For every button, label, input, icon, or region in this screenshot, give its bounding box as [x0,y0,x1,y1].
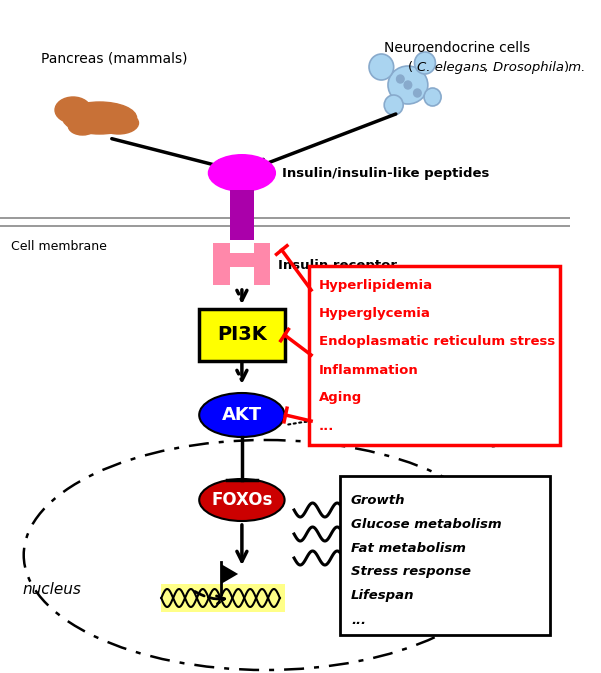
Text: Neuroendocrine cells: Neuroendocrine cells [384,41,530,55]
Text: Inflammation: Inflammation [319,363,418,376]
FancyBboxPatch shape [213,253,270,267]
Ellipse shape [99,112,138,134]
Text: Stress response: Stress response [351,565,471,579]
Circle shape [404,81,412,89]
Text: nucleus: nucleus [23,583,82,598]
Ellipse shape [369,54,394,80]
Ellipse shape [199,393,285,437]
Text: ...: ... [319,419,334,433]
Text: RNA: RNA [343,513,367,523]
Text: (: ( [408,61,413,75]
FancyBboxPatch shape [310,266,560,445]
Text: Hyperglycemia: Hyperglycemia [319,308,430,320]
Text: Hyperlipidemia: Hyperlipidemia [319,279,433,293]
Ellipse shape [199,479,285,521]
Text: Glucose metabolism: Glucose metabolism [351,518,502,530]
Text: Fat metabolism: Fat metabolism [351,542,466,555]
FancyBboxPatch shape [340,476,550,635]
FancyBboxPatch shape [199,309,285,361]
Text: ,: , [484,61,492,75]
Text: Drosophila m.: Drosophila m. [493,61,585,75]
FancyBboxPatch shape [254,243,270,285]
Text: PI3K: PI3K [217,326,267,345]
Text: Growth: Growth [351,493,406,507]
Text: Cell membrane: Cell membrane [11,240,107,253]
Ellipse shape [69,117,97,135]
Ellipse shape [424,88,441,106]
Text: AKT: AKT [222,406,262,424]
Text: Endoplasmatic reticulum stress: Endoplasmatic reticulum stress [319,336,555,349]
Text: ...: ... [351,614,366,627]
Text: Insulin receptor: Insulin receptor [278,258,397,271]
Text: Pancreas (mammals): Pancreas (mammals) [41,51,187,65]
Text: Lifespan: Lifespan [351,590,415,602]
Circle shape [413,89,421,97]
Ellipse shape [63,102,136,134]
Ellipse shape [23,440,507,670]
Text: ): ) [564,61,570,75]
Polygon shape [221,564,238,584]
Text: FOXOs: FOXOs [211,491,273,509]
Text: Insulin/insulin-like peptides: Insulin/insulin-like peptides [282,166,489,180]
Circle shape [397,75,404,83]
Ellipse shape [384,95,403,115]
Ellipse shape [208,154,276,192]
Ellipse shape [388,66,428,104]
Ellipse shape [415,52,435,74]
Text: C. elegans: C. elegans [418,61,487,75]
Ellipse shape [55,97,91,123]
FancyBboxPatch shape [213,243,230,285]
FancyBboxPatch shape [161,584,285,612]
FancyBboxPatch shape [230,190,254,240]
Text: Aging: Aging [319,392,362,404]
